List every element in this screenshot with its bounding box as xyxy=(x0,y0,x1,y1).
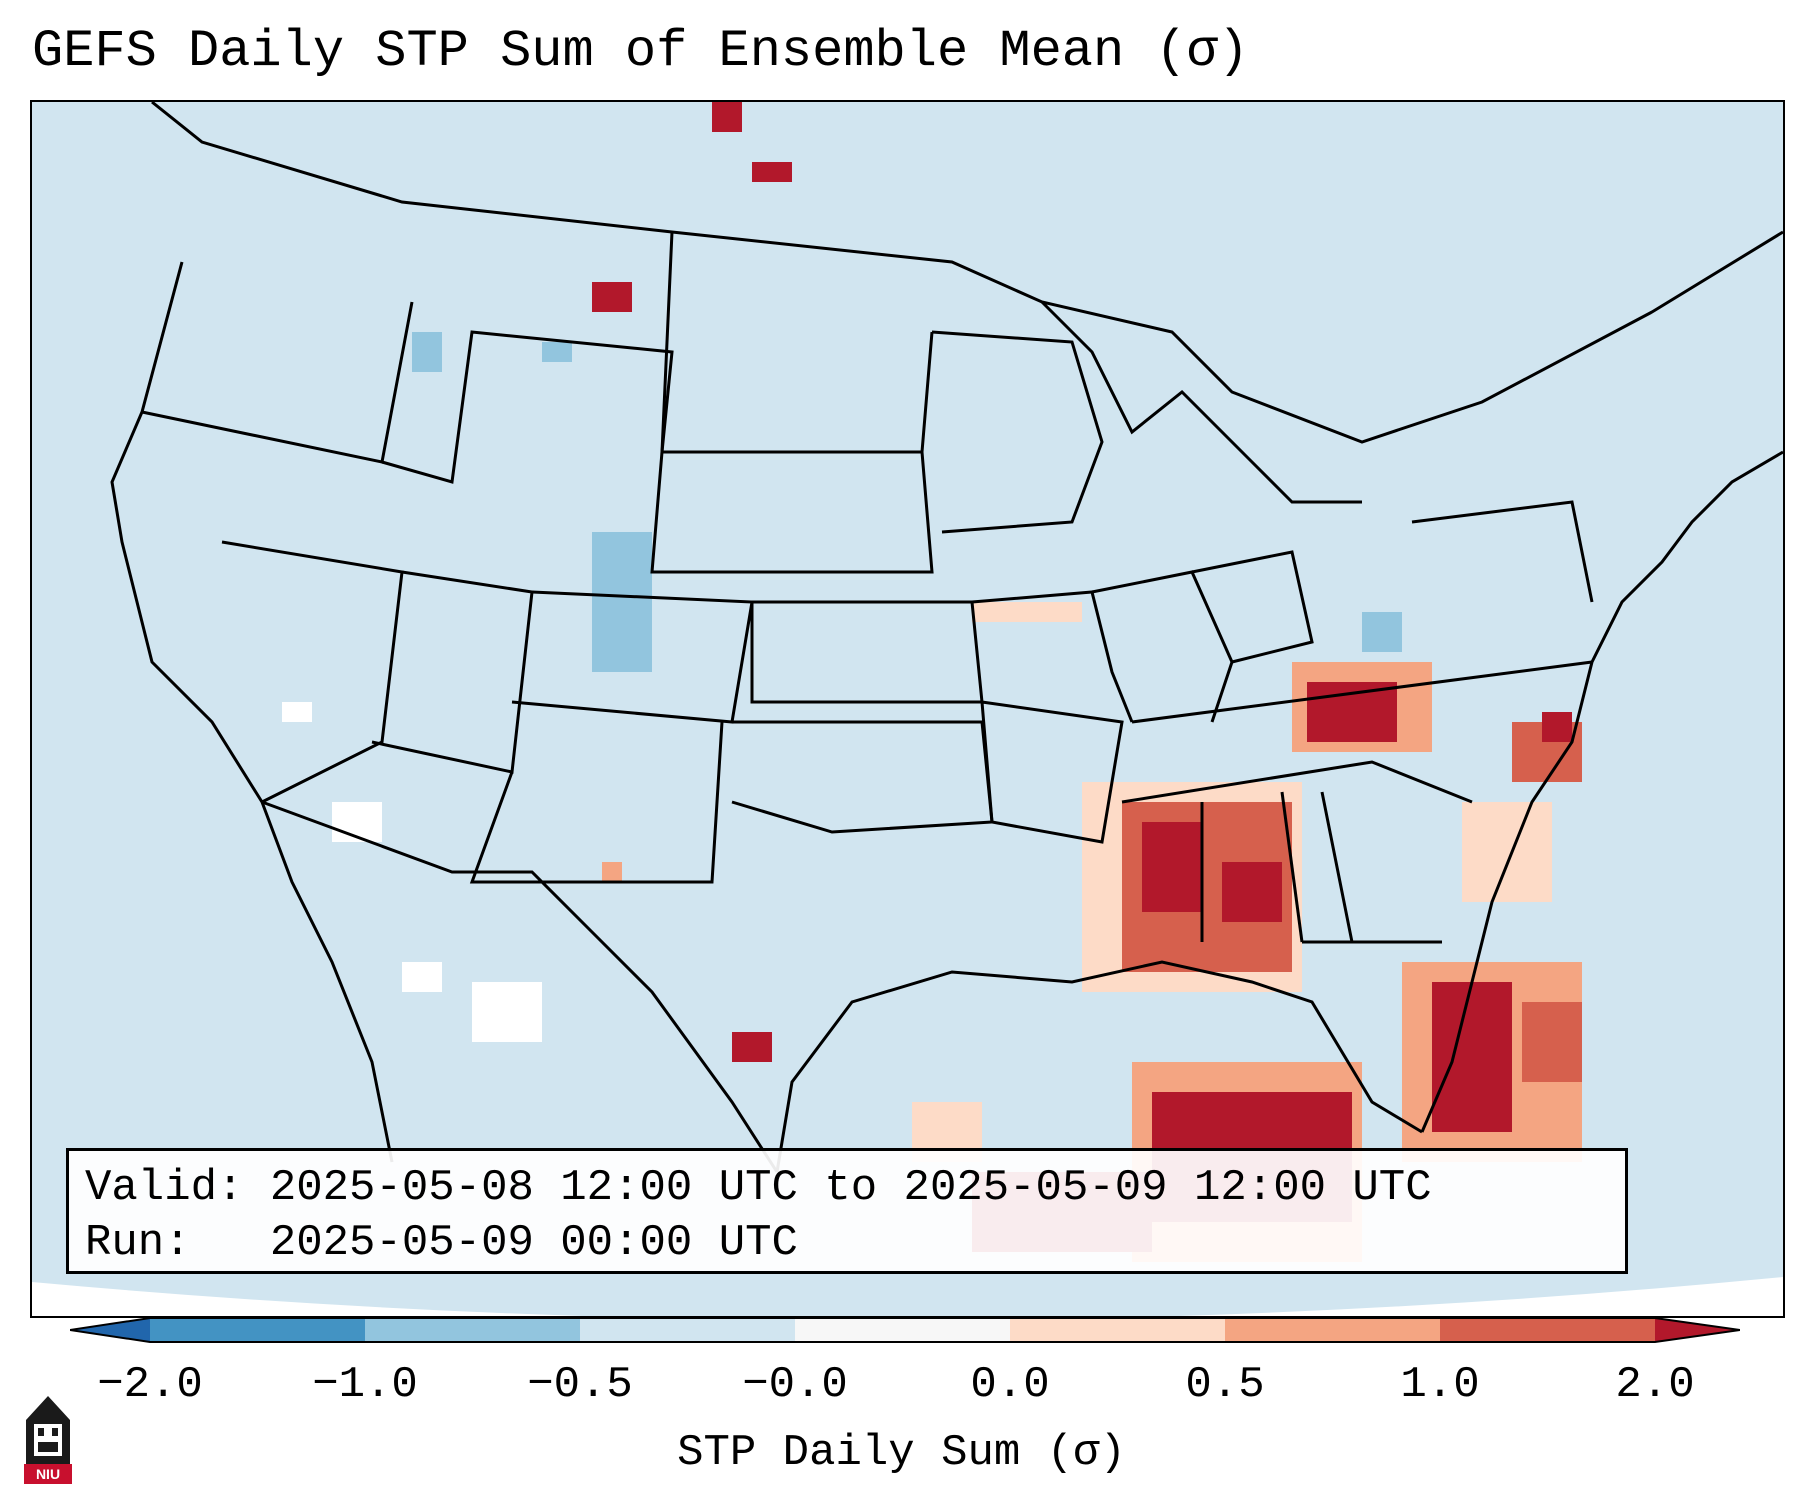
cell-tx xyxy=(732,1032,772,1062)
anomaly-cells xyxy=(282,102,1582,1262)
state-line-11 xyxy=(980,700,1124,844)
colorbar-tick-label: 1.0 xyxy=(1400,1360,1480,1410)
cell-nd xyxy=(712,102,742,132)
canada-border xyxy=(151,102,1783,444)
colorbar-tick-label: 2.0 xyxy=(1615,1360,1695,1410)
cell-mt xyxy=(592,282,632,312)
colorbar-tick-label: −2.0 xyxy=(97,1360,203,1410)
colorbar-bin-neg2-neg1 xyxy=(150,1318,365,1342)
cell-white-4 xyxy=(402,962,442,992)
east-coast xyxy=(1420,450,1783,1133)
domain-edge xyxy=(32,1277,1783,1316)
cell-white-3 xyxy=(472,982,542,1042)
run-time: Run: 2025-05-09 00:00 UTC xyxy=(85,1218,798,1268)
cell-wy-neg xyxy=(542,342,572,362)
cell-fl-dark xyxy=(1432,982,1512,1132)
cell-white-1 xyxy=(282,702,312,722)
cell-tn-dark xyxy=(1307,682,1397,742)
west-coast xyxy=(110,261,394,1163)
svg-text:NIU: NIU xyxy=(36,1466,60,1482)
colorbar-under-arrow xyxy=(70,1318,150,1342)
cell-plains xyxy=(972,602,1082,622)
colorbar-bin-05-1 xyxy=(1225,1318,1440,1342)
cell-oh-neg xyxy=(1362,612,1402,652)
mexico-border xyxy=(261,800,779,1173)
cell-va-dark xyxy=(1542,712,1572,742)
colorbar-outline xyxy=(70,1317,1740,1343)
colorbar-bin-neg1-neg05 xyxy=(365,1318,580,1342)
state-line-14 xyxy=(1091,570,1234,723)
state-line-3 xyxy=(221,540,404,804)
state-line-17 xyxy=(1121,760,1473,804)
colorbar-tick-label: 0.5 xyxy=(1185,1360,1265,1410)
state-line-13 xyxy=(971,590,1134,723)
colorbar-bin-1-2 xyxy=(1440,1318,1655,1342)
colorbar-tick-label: −0.5 xyxy=(527,1360,633,1410)
state-line-5 xyxy=(511,590,754,724)
map-canvas xyxy=(32,102,1783,1316)
gulf-coast xyxy=(775,960,1423,1173)
state-line-15 xyxy=(1191,550,1314,664)
colorbar-tick-label: 0.0 xyxy=(970,1360,1050,1410)
state-line-2 xyxy=(381,330,674,484)
state-line-19 xyxy=(1280,791,1304,943)
state-line-10 xyxy=(731,720,994,834)
state-line-8 xyxy=(650,451,934,574)
state-line-1 xyxy=(141,301,414,464)
cell-fl-mid xyxy=(1522,1002,1582,1082)
map-panel xyxy=(30,100,1785,1318)
colorbar-bin-neg05-0 xyxy=(580,1318,795,1342)
state-line-12 xyxy=(931,330,1104,534)
state-line-22 xyxy=(1411,500,1594,603)
colorbar-tick-label: −0.0 xyxy=(742,1360,848,1410)
state-line-4 xyxy=(371,570,534,774)
cell-id-neg xyxy=(412,332,442,372)
colorbar-bin-0-0 xyxy=(795,1318,1010,1342)
cell-co-neg xyxy=(592,532,652,672)
cell-white-2 xyxy=(332,802,382,842)
cell-se-dark-2 xyxy=(1222,862,1282,922)
colorbar-bin-0-05 xyxy=(1010,1318,1225,1342)
colorbar-tick-label: −1.0 xyxy=(312,1360,418,1410)
borders xyxy=(110,102,1783,1173)
chart-title: GEFS Daily STP Sum of Ensemble Mean (σ) xyxy=(32,22,1249,81)
niu-logo: NIU xyxy=(24,1396,72,1484)
state-line-16 xyxy=(1131,660,1593,724)
colorbar xyxy=(70,1317,1740,1343)
colorbar-label: STP Daily Sum (σ) xyxy=(677,1428,1126,1478)
cell-nd-2 xyxy=(752,162,792,182)
valid-time: Valid: 2025-05-08 12:00 UTC to 2025-05-0… xyxy=(85,1163,1432,1213)
great-lakes xyxy=(1040,300,1362,504)
cell-se-dark-1 xyxy=(1142,822,1202,912)
cell-nc xyxy=(1462,802,1552,902)
state-line-20 xyxy=(1320,791,1442,944)
cell-nm xyxy=(602,862,622,882)
valid-run-box: Valid: 2025-05-08 12:00 UTC to 2025-05-0… xyxy=(66,1148,1628,1274)
state-line-7 xyxy=(660,231,934,454)
colorbar-over-arrow xyxy=(1655,1318,1740,1342)
state-line-6 xyxy=(469,721,724,884)
state-line-9 xyxy=(750,600,984,704)
